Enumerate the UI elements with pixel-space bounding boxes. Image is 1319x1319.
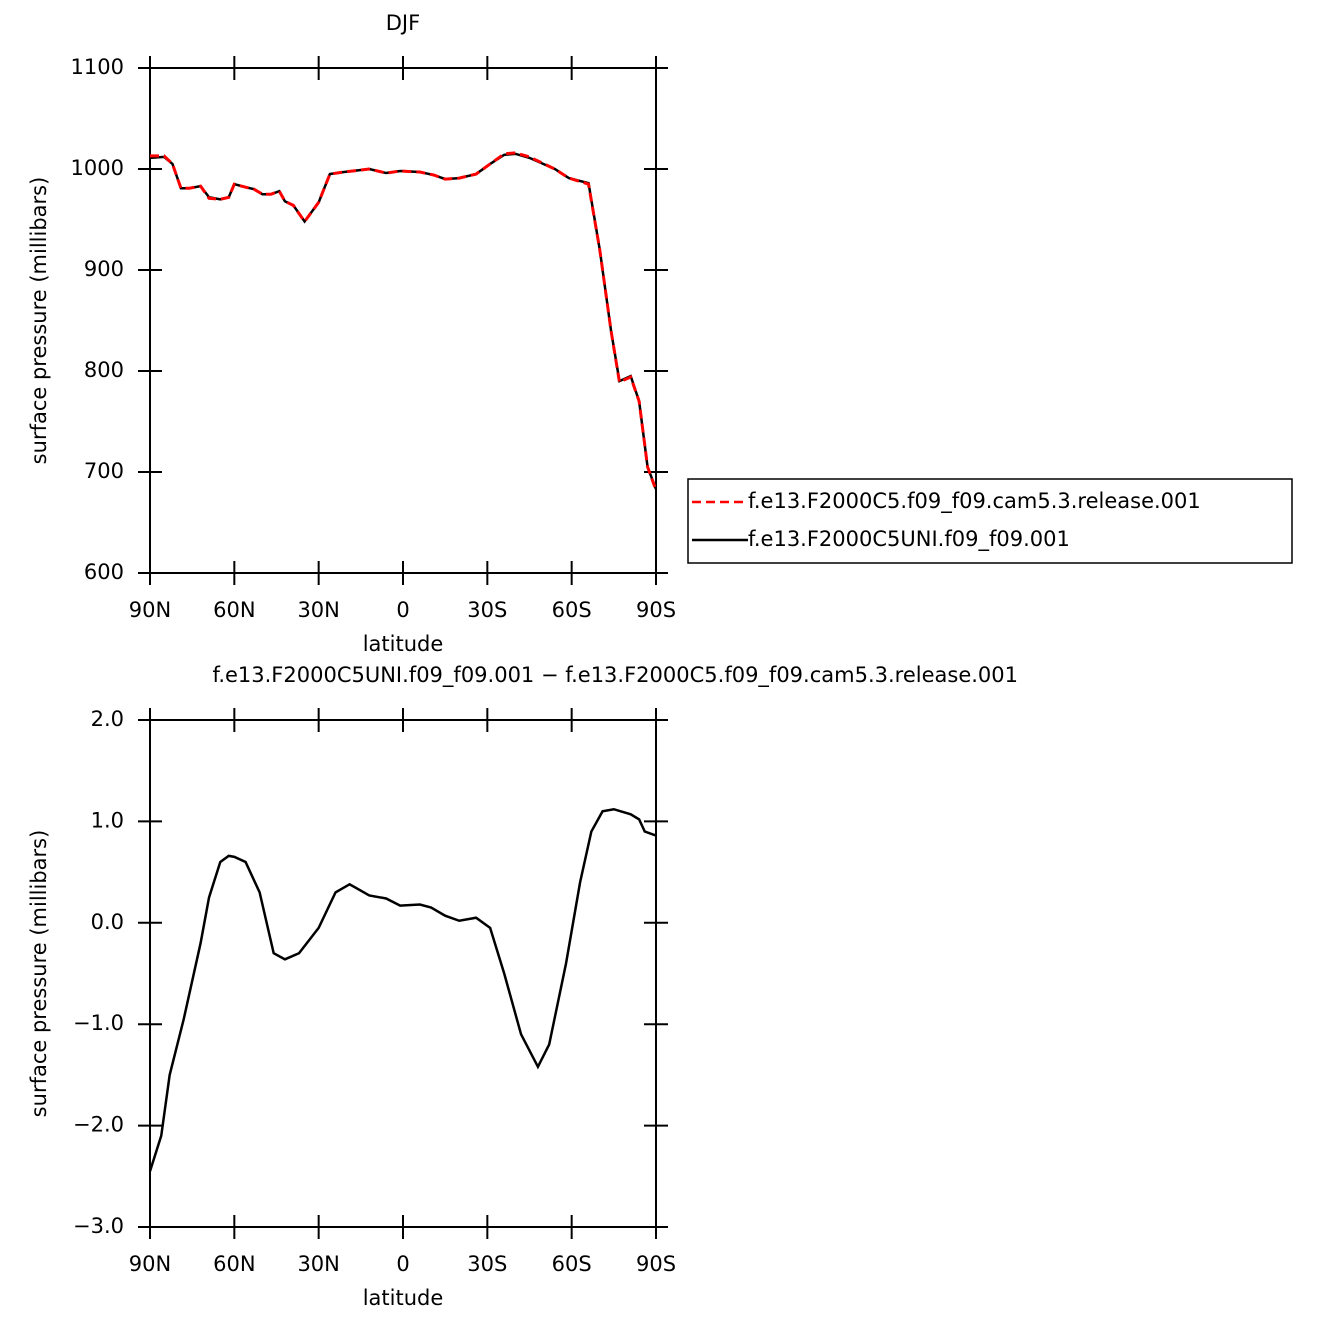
plot-frame	[149, 67, 657, 574]
y-axis-label: surface pressure (millibars)	[27, 830, 51, 1118]
y-axis-label: surface pressure (millibars)	[27, 177, 51, 465]
y-tick-label: 700	[84, 459, 124, 483]
data-line	[148, 807, 657, 1172]
y-tick-label: 600	[84, 560, 124, 584]
x-tick-label: 60S	[552, 1252, 592, 1276]
x-tick-label: 30S	[467, 598, 507, 622]
x-tick-label: 60S	[552, 598, 592, 622]
legend-box	[687, 478, 1293, 564]
chart-title: f.e13.F2000C5UNI.f09_f09.001 − f.e13.F20…	[212, 663, 1018, 688]
y-tick-label: 1100	[71, 55, 124, 79]
data-line	[150, 151, 658, 491]
data-line	[149, 152, 658, 490]
y-tick-label: 1000	[71, 156, 124, 180]
x-tick-label: 60N	[213, 1252, 255, 1276]
y-tick-label: 900	[84, 257, 124, 281]
x-tick-label: 30N	[297, 1252, 339, 1276]
legend-label: f.e13.F2000C5UNI.f09_f09.001	[748, 527, 1070, 552]
x-tick-label: 90S	[636, 1252, 676, 1276]
chart-title: DJF	[386, 11, 420, 35]
x-tick-label: 0	[396, 1252, 409, 1276]
x-tick-label: 90N	[129, 1252, 171, 1276]
x-tick-label: 90S	[636, 598, 676, 622]
y-tick-label: 0.0	[91, 910, 124, 934]
x-tick-label: 90N	[129, 598, 171, 622]
x-tick-label: 0	[396, 598, 409, 622]
legend-label: f.e13.F2000C5.f09_f09.cam5.3.release.001	[748, 489, 1201, 514]
x-axis-label: latitude	[363, 632, 444, 656]
y-tick-label: 800	[84, 358, 124, 382]
y-tick-label: −3.0	[73, 1214, 124, 1238]
x-tick-label: 60N	[213, 598, 255, 622]
y-tick-label: 2.0	[91, 707, 124, 731]
y-tick-label: 1.0	[91, 808, 124, 832]
x-tick-label: 30N	[297, 598, 339, 622]
y-tick-label: −2.0	[73, 1113, 124, 1137]
plot-frame	[149, 719, 657, 1228]
y-tick-label: −1.0	[73, 1011, 124, 1035]
x-axis-label: latitude	[363, 1286, 444, 1310]
x-tick-label: 30S	[467, 1252, 507, 1276]
